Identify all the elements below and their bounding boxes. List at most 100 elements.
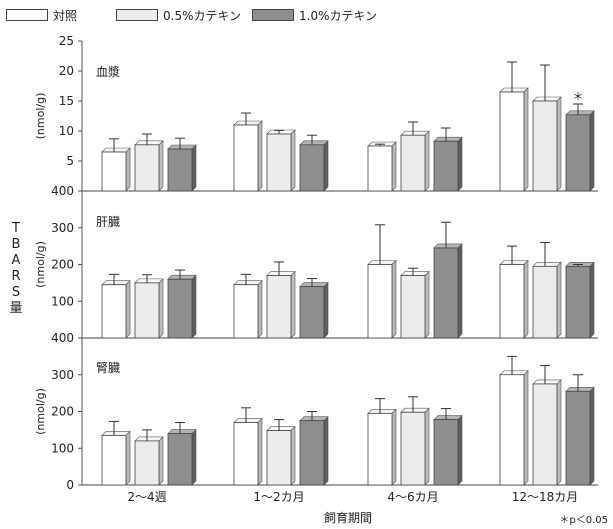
bar	[400, 275, 426, 339]
legend-item-catechin-10: 1.0%カテキン	[252, 7, 377, 23]
bar-side-face	[589, 386, 595, 486]
bar-top-face	[233, 120, 263, 126]
x-category-label: 4～6カ月	[387, 490, 438, 504]
panel-label: 腎臓	[96, 361, 120, 375]
bar	[299, 144, 325, 192]
bar	[433, 140, 459, 192]
bar	[367, 145, 393, 192]
bar-top-face	[532, 262, 562, 267]
y-tick-label: 0	[66, 478, 74, 492]
bar	[499, 264, 525, 339]
bar	[400, 411, 426, 486]
bar	[433, 247, 459, 339]
y-axis-title-char: S	[12, 285, 20, 300]
bar	[433, 419, 459, 486]
bar-top-face	[134, 278, 164, 284]
bar-side-face	[125, 430, 131, 486]
bar-side-face	[290, 425, 296, 486]
bar-top-face	[565, 386, 595, 392]
y-tick-label: 25	[59, 34, 74, 48]
y-tick-label: 100	[51, 294, 74, 308]
bar-top-face	[266, 271, 296, 276]
bar-side-face	[457, 136, 463, 192]
bar	[233, 284, 259, 339]
legend-item-control: 対照	[6, 7, 77, 23]
bar-top-face	[400, 130, 430, 136]
bar-top-face	[167, 429, 197, 434]
bar-top-face	[532, 379, 562, 385]
bar-top-face	[367, 409, 397, 414]
bar	[532, 100, 558, 192]
bar	[266, 275, 292, 339]
bar	[565, 265, 591, 339]
bar-top-face	[167, 144, 197, 150]
bar-top-face	[101, 147, 131, 153]
bar-top-face	[499, 370, 529, 376]
bar-top-face	[134, 436, 164, 442]
legend-label-control: 対照	[53, 8, 78, 23]
panel-label: 血漿	[96, 64, 120, 79]
footnote: ＊p＜0.05	[559, 515, 608, 526]
bar-side-face	[391, 408, 397, 486]
bar	[565, 114, 591, 192]
bar-side-face	[589, 110, 595, 192]
bar	[134, 440, 160, 486]
bar	[167, 278, 193, 339]
legend-swatch-control	[6, 9, 48, 21]
y-axis-title-char: T	[11, 221, 20, 236]
panel-unit-label: (nmol/g)	[34, 388, 47, 435]
bar-top-face	[499, 87, 529, 93]
bar	[367, 412, 393, 486]
bar-top-face	[167, 274, 197, 280]
bar-side-face	[391, 141, 397, 192]
bar-top-face	[499, 260, 529, 265]
bar	[499, 374, 525, 486]
panel-unit-label: (nmol/g)	[34, 93, 47, 140]
bar-side-face	[158, 278, 164, 339]
bar-side-face	[457, 243, 463, 339]
y-tick-label: 5	[66, 154, 74, 168]
bar-side-face	[290, 129, 296, 192]
bar-top-face	[266, 426, 296, 431]
y-axis-title-char: 量	[9, 301, 22, 316]
y-tick-label: 15	[59, 94, 74, 108]
bar	[101, 151, 127, 192]
bar-side-face	[158, 140, 164, 192]
bar	[101, 284, 127, 339]
bar	[532, 265, 558, 339]
bar	[167, 433, 193, 486]
y-tick-label: 100	[51, 441, 74, 455]
bar-side-face	[323, 140, 329, 192]
panel-label: 肝臓	[96, 215, 120, 229]
bar-top-face	[400, 271, 430, 276]
bar-top-face	[400, 407, 430, 413]
bar	[266, 430, 292, 486]
y-tick-label: 300	[51, 368, 74, 382]
legend-label-catechin-10: 1.0%カテキン	[299, 8, 378, 23]
bar-top-face	[299, 416, 329, 421]
bar	[299, 420, 325, 486]
bar-side-face	[158, 436, 164, 486]
bar-side-face	[556, 96, 562, 192]
legend-swatch-catechin-10	[252, 9, 294, 21]
bar-side-face	[424, 407, 430, 486]
bar-top-face	[299, 282, 329, 287]
bar	[233, 124, 259, 192]
bar-top-face	[565, 110, 595, 116]
bar	[367, 264, 393, 339]
x-category-label: 12～18カ月	[512, 490, 579, 504]
bar	[499, 91, 525, 192]
bar-side-face	[523, 370, 529, 486]
legend-item-catechin-05: 0.5%カテキン	[116, 7, 241, 23]
y-tick-label: 400	[51, 184, 74, 198]
bar-top-face	[299, 140, 329, 146]
bar-top-face	[532, 96, 562, 102]
bar-side-face	[191, 428, 197, 486]
y-tick-label: 300	[51, 221, 74, 235]
bar-side-face	[191, 144, 197, 192]
bar-top-face	[233, 418, 263, 423]
bar-side-face	[391, 259, 397, 339]
bar	[167, 148, 193, 192]
